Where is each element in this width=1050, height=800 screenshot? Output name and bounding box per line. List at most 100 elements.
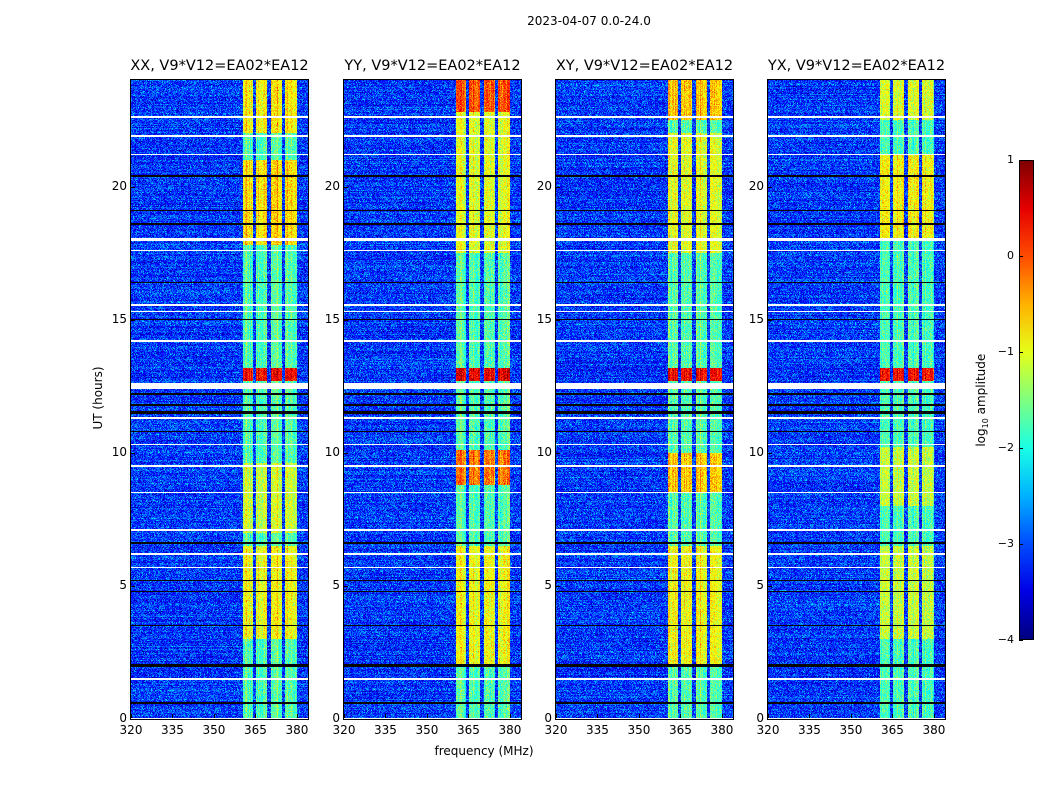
x-tick <box>768 714 769 718</box>
x-tick-label: 320 <box>544 723 568 737</box>
y-tick-label: 0 <box>332 711 340 725</box>
y-tick-label: 15 <box>111 311 127 326</box>
y-tick-label: 0 <box>119 711 127 725</box>
x-tick <box>892 714 894 718</box>
x-tick-label: 335 <box>586 723 609 737</box>
y-tick <box>344 319 348 321</box>
heatmap <box>131 80 308 719</box>
colorbar-tick-label: 0 <box>1007 249 1014 262</box>
x-tick <box>131 714 132 718</box>
panel-title: XX, V9*V12=EA02*EA12 <box>130 58 309 74</box>
y-tick-label: 0 <box>756 711 764 725</box>
x-tick <box>809 714 811 718</box>
panel-2: XY, V9*V12=EA02*EA12 320 335 350 365 380 0 5 10 1… <box>537 58 734 737</box>
x-tick <box>255 714 257 718</box>
x-tick-label: 380 <box>285 723 309 737</box>
x-tick <box>850 714 852 718</box>
x-tick-label: 365 <box>244 723 267 737</box>
colorbar-tick-label: −4 <box>997 633 1014 646</box>
y-axis-label: UT (hours) <box>91 366 105 430</box>
y-tick-label: 15 <box>536 311 552 326</box>
y-tick-label: 5 <box>756 577 764 592</box>
x-tick-label: 320 <box>332 723 356 737</box>
y-tick-label: 20 <box>748 178 764 193</box>
colorbar-tick-label: −3 <box>997 537 1014 550</box>
x-tick-label: 380 <box>710 723 734 737</box>
y-tick-label: 5 <box>332 577 340 592</box>
x-tick <box>426 714 428 718</box>
y-tick-label: 10 <box>111 444 127 459</box>
y-tick <box>556 319 560 321</box>
x-tick-label: 350 <box>202 723 226 737</box>
x-tick-label: 350 <box>839 723 863 737</box>
panel-1: YY, V9*V12=EA02*EA12 320 335 350 365 380 0 5 10 1… <box>325 58 522 737</box>
y-tick-label: 15 <box>324 311 340 326</box>
x-tick-label: 365 <box>669 723 692 737</box>
y-tick-label: 5 <box>544 577 552 592</box>
x-tick <box>680 714 682 718</box>
colorbar-tick <box>1019 544 1023 545</box>
x-tick-label: 380 <box>498 723 522 737</box>
colorbar-tick-label: 1 <box>1007 153 1014 166</box>
y-tick-label: 20 <box>324 178 340 193</box>
panel-title: YX, V9*V12=EA02*EA12 <box>767 58 946 74</box>
colorbar-tick <box>1019 352 1023 353</box>
heatmap <box>344 80 521 719</box>
x-tick-label: 365 <box>457 723 480 737</box>
heatmap <box>556 80 733 719</box>
colorbar-tick-label: −2 <box>997 441 1014 454</box>
y-tick-label: 10 <box>748 444 764 459</box>
x-tick-label: 320 <box>119 723 143 737</box>
y-tick-label: 20 <box>111 178 127 193</box>
x-tick <box>296 714 298 718</box>
x-tick <box>509 714 511 718</box>
y-tick <box>768 186 772 188</box>
y-tick <box>556 585 560 587</box>
y-tick <box>768 585 772 587</box>
x-tick-label: 335 <box>798 723 821 737</box>
y-tick <box>344 585 348 587</box>
x-tick-label: 335 <box>161 723 184 737</box>
y-tick-label: 15 <box>748 311 764 326</box>
figure-title: 2023-04-07 0.0-24.0 <box>527 14 651 28</box>
colorbar-label: log10 amplitude <box>974 340 990 460</box>
x-tick <box>344 714 345 718</box>
y-tick-label: 5 <box>119 577 127 592</box>
colorbar-label-rest: amplitude <box>973 353 988 419</box>
colorbar-tick <box>1019 640 1023 641</box>
x-tick <box>933 714 935 718</box>
y-tick <box>131 319 135 321</box>
colorbar <box>1019 160 1034 640</box>
x-tick-label: 380 <box>922 723 946 737</box>
x-tick <box>468 714 470 718</box>
x-tick <box>172 714 174 718</box>
y-tick <box>556 719 560 720</box>
y-tick <box>556 452 560 454</box>
heatmap <box>768 80 945 719</box>
x-tick <box>385 714 387 718</box>
y-tick <box>556 186 560 188</box>
y-tick <box>131 452 135 454</box>
x-tick <box>597 714 599 718</box>
x-axis-label: frequency (MHz) <box>434 744 534 758</box>
x-tick-label: 350 <box>415 723 439 737</box>
colorbar-tick-label: −1 <box>997 345 1014 358</box>
y-tick <box>768 452 772 454</box>
y-tick-label: 20 <box>536 178 552 193</box>
y-tick <box>131 719 135 720</box>
y-tick <box>768 319 772 321</box>
x-tick-label: 350 <box>627 723 651 737</box>
y-tick-label: 10 <box>324 444 340 459</box>
x-tick-label: 320 <box>756 723 780 737</box>
colorbar-tick <box>1019 448 1023 449</box>
x-tick-label: 365 <box>881 723 904 737</box>
y-tick <box>131 186 135 188</box>
panel-0: XX, V9*V12=EA02*EA12 320 335 350 365 380 0 5 10 1… <box>112 58 309 737</box>
y-tick <box>131 585 135 587</box>
x-tick-label: 335 <box>374 723 397 737</box>
y-tick-label: 10 <box>536 444 552 459</box>
panel-title: XY, V9*V12=EA02*EA12 <box>555 58 734 74</box>
colorbar-tick <box>1019 160 1023 161</box>
panel-3: YX, V9*V12=EA02*EA12 320 335 350 365 380 0 5 10 1… <box>749 58 946 737</box>
